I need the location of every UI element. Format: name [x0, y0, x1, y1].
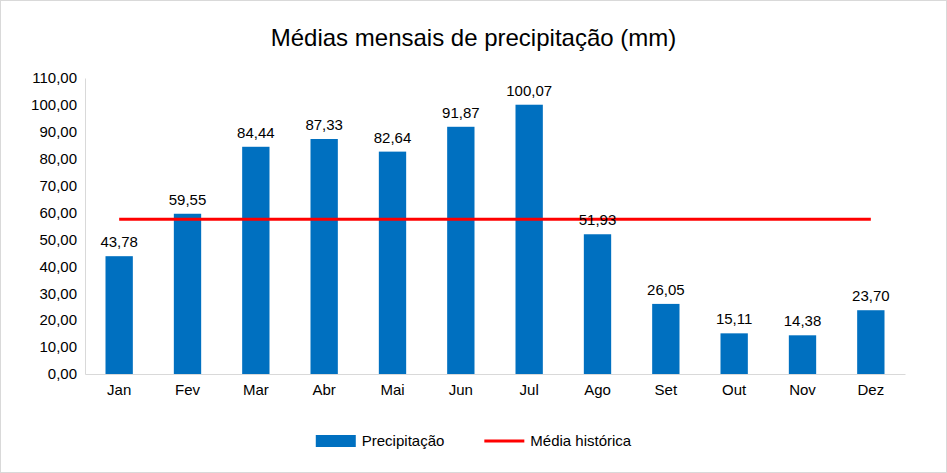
y-tick-label: 10,00 — [39, 338, 77, 355]
y-tick: 30,00 — [39, 285, 85, 302]
x-tick-label: Fev — [175, 381, 201, 398]
legend-label: Média histórica — [530, 432, 632, 449]
y-tick: 20,00 — [39, 311, 85, 328]
bar — [584, 234, 611, 374]
bar — [311, 139, 338, 374]
legend-label: Precipitação — [362, 432, 445, 449]
y-tick-label: 100,00 — [31, 96, 77, 113]
x-tick-label: Mar — [243, 381, 269, 398]
bar — [174, 214, 201, 374]
legend-swatch — [484, 440, 524, 443]
y-tick-label: 20,00 — [39, 311, 77, 328]
bar — [789, 335, 816, 374]
y-tick: 0,00 — [48, 365, 85, 382]
x-tick: Mar — [243, 374, 269, 398]
legend-item: Precipitação — [316, 432, 445, 449]
x-tick-label: Nov — [789, 381, 816, 398]
x-tick: Out — [722, 374, 747, 398]
y-tick: 80,00 — [39, 150, 85, 167]
data-label: 14,38 — [784, 312, 822, 329]
data-label: 59,55 — [169, 191, 207, 208]
x-tick-label: Jul — [520, 381, 539, 398]
bar — [242, 147, 269, 374]
y-tick: 110,00 — [32, 69, 85, 86]
y-tick-label: 90,00 — [39, 123, 77, 140]
data-label: 82,64 — [374, 129, 412, 146]
bar — [652, 304, 679, 374]
bar — [857, 310, 884, 374]
bar — [379, 152, 406, 374]
x-tick-label: Out — [722, 381, 747, 398]
data-label: 15,11 — [716, 310, 752, 327]
marks — [106, 105, 885, 374]
data-label: 87,33 — [305, 116, 343, 133]
x-tick: Jun — [449, 374, 473, 398]
bar — [106, 256, 133, 374]
bar — [516, 105, 543, 374]
legend-swatch — [316, 435, 356, 447]
x-tick: Jan — [107, 374, 131, 398]
x-tick-label: Dez — [857, 381, 884, 398]
x-axis-line — [86, 374, 906, 375]
data-labels: 43,78 59,55 84,44 87,33 82,64 91,87 100,07 51,9… — [100, 82, 889, 330]
line — [119, 218, 871, 221]
data-label: 100,07 — [506, 82, 552, 99]
x-tick: Nov — [789, 374, 816, 398]
x-tick-label: Mai — [380, 381, 404, 398]
x-tick: Dez — [857, 374, 884, 398]
y-tick-label: 50,00 — [39, 231, 77, 248]
data-label: 43,78 — [100, 233, 138, 250]
data-label: 84,44 — [237, 124, 275, 141]
y-tick-label: 60,00 — [39, 204, 77, 221]
x-tick: Ago — [584, 374, 611, 398]
y-tick: 100,00 — [31, 96, 85, 113]
title: Médias mensais de precipitação (mm) — [271, 24, 676, 51]
x-tick: Abr — [312, 374, 335, 398]
y-tick-label: 40,00 — [39, 258, 77, 275]
legend-item: Média histórica — [484, 432, 632, 449]
y-tick-label: 0,00 — [48, 365, 77, 382]
plot: 0,00 10,00 20,00 30,00 40,00 50,00 60,00 70,00 8… — [31, 69, 905, 397]
x-tick: Set — [655, 374, 678, 398]
x-tick-label: Set — [655, 381, 678, 398]
x-tick: Mai — [380, 374, 404, 398]
chart-frame — [1, 1, 947, 473]
y-tick: 10,00 — [39, 338, 85, 355]
data-label: 26,05 — [647, 281, 685, 298]
y-tick-label: 110,00 — [32, 69, 77, 86]
legend: Precipitação Média histórica — [316, 432, 632, 449]
y-tick: 50,00 — [39, 231, 85, 248]
bar — [447, 127, 474, 374]
y-tick: 70,00 — [39, 177, 85, 194]
y-tick: 90,00 — [39, 123, 85, 140]
y-axis-line — [85, 79, 86, 375]
y-tick-label: 30,00 — [39, 285, 77, 302]
x-tick-label: Jan — [107, 381, 131, 398]
x-tick: Fev — [175, 374, 201, 398]
data-label: 23,70 — [852, 287, 890, 304]
y-tick: 60,00 — [39, 204, 85, 221]
y-tick-label: 70,00 — [39, 177, 77, 194]
y-axis: 0,00 10,00 20,00 30,00 40,00 50,00 60,00 70,00 8… — [31, 69, 85, 382]
data-label: 91,87 — [442, 104, 480, 121]
y-tick-label: 80,00 — [39, 150, 77, 167]
bar — [721, 333, 748, 374]
x-axis: Jan Fev Mar Abr Mai Jun Jul Ago Set Out Nov Dez — [86, 374, 906, 398]
x-tick-label: Jun — [449, 381, 473, 398]
y-tick: 40,00 — [39, 258, 85, 275]
x-tick-label: Ago — [584, 381, 611, 398]
x-tick-label: Abr — [312, 381, 335, 398]
data-label: 51,93 — [579, 211, 617, 228]
chart: Médias mensais de precipitação (mm) 0,00 1… — [0, 0, 947, 473]
x-tick: Jul — [520, 374, 539, 398]
